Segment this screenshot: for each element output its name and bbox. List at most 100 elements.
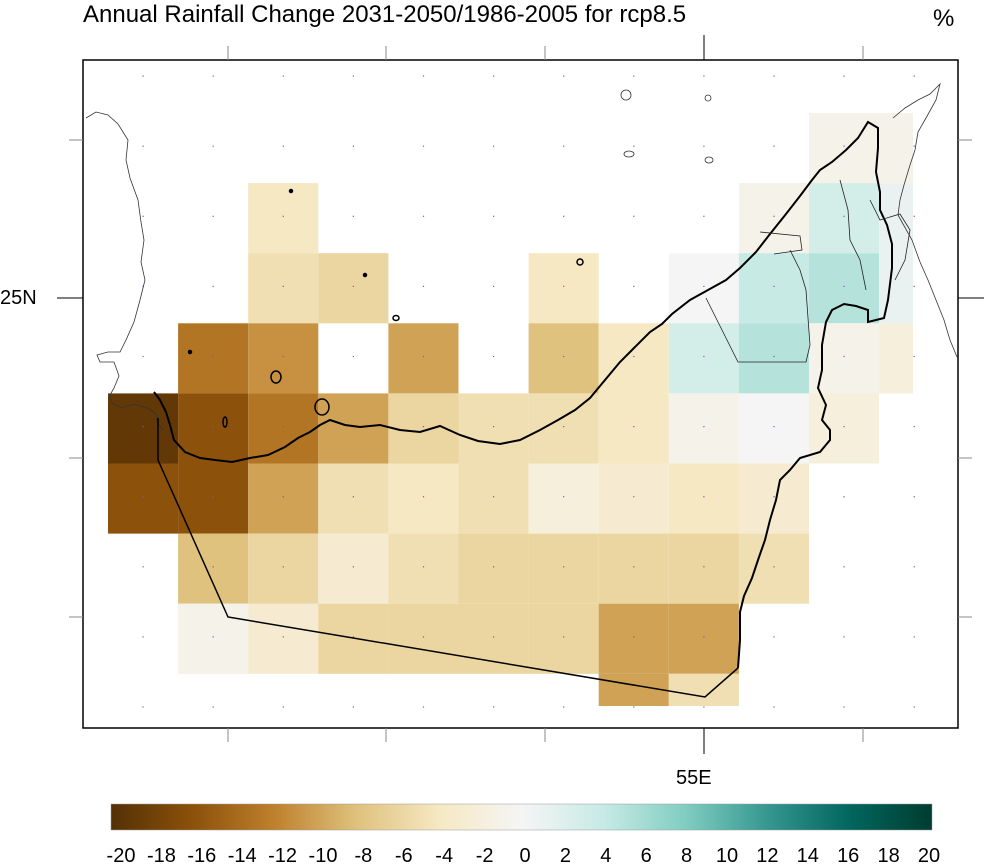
grid-point <box>282 145 284 147</box>
grid-cell <box>738 533 809 604</box>
grid-point <box>422 215 425 217</box>
y-tick-label-25n: 25N <box>0 287 37 309</box>
grid-cell <box>598 603 669 674</box>
grid-point <box>843 636 845 638</box>
grid-point <box>212 636 214 638</box>
grid-point <box>703 566 705 568</box>
grid-point <box>493 285 495 287</box>
grid-point <box>422 145 425 147</box>
grid-cell <box>178 323 249 394</box>
grid-cell <box>598 533 669 604</box>
grid-cell <box>668 603 739 674</box>
grid-cell <box>388 533 459 604</box>
grid-cell <box>318 253 389 324</box>
grid-cell <box>388 463 459 534</box>
grid-point <box>422 426 425 428</box>
grid-cell <box>248 253 319 324</box>
grid-point <box>773 285 775 287</box>
grid-cell <box>178 463 249 534</box>
grid-point <box>493 75 495 77</box>
grid-cell <box>809 323 880 394</box>
islands <box>187 188 584 428</box>
grid-point <box>913 496 915 498</box>
grid-point <box>843 145 845 147</box>
grid-point <box>282 496 284 498</box>
grid-cell <box>738 393 809 464</box>
grid-point <box>773 706 775 708</box>
grid-point <box>633 636 635 638</box>
colorbar-tick-label: 2 <box>559 845 571 867</box>
grid-cell <box>598 463 669 534</box>
grid-point <box>212 285 214 287</box>
grid-point <box>633 496 635 498</box>
grid-point <box>563 145 565 147</box>
grid-point <box>352 215 354 217</box>
grid-point <box>352 496 354 498</box>
grid-point <box>703 426 705 428</box>
grid-point <box>142 355 144 358</box>
grid-cell <box>668 463 739 534</box>
grid-cell <box>738 253 809 324</box>
grid-point <box>493 496 495 498</box>
grid-point <box>422 566 425 568</box>
grid-point <box>703 145 705 147</box>
grid-point <box>212 426 214 428</box>
colorbar-tick-label: -18 <box>146 845 176 867</box>
grid-point <box>773 355 775 358</box>
grid-point <box>422 496 425 498</box>
grid-point <box>212 706 214 708</box>
grid-point <box>913 215 915 217</box>
colorbar-tick-label: 16 <box>837 845 860 867</box>
grid-point <box>352 706 354 708</box>
grid-cell <box>458 603 529 674</box>
grid-cell <box>668 253 739 324</box>
coastline-west <box>85 111 164 431</box>
grid-point <box>142 426 144 428</box>
grid-point <box>352 636 354 638</box>
grid-point <box>773 566 775 568</box>
grid-point <box>282 706 284 708</box>
coastline-oman-east <box>892 82 958 358</box>
grid-point <box>913 285 915 287</box>
grid-point <box>212 566 214 568</box>
grid-point <box>563 426 565 428</box>
grid-cell <box>318 393 389 464</box>
grid-point <box>422 636 425 638</box>
coastline-uae <box>153 120 893 669</box>
grid-point <box>212 215 214 217</box>
grid-point <box>843 285 845 287</box>
grid-point <box>352 285 354 287</box>
country-border <box>157 418 739 698</box>
grid-point <box>703 636 705 638</box>
grid-cell <box>738 323 809 394</box>
grid-point <box>282 75 284 77</box>
grid-cell <box>528 463 599 534</box>
colorbar-tick-label: -16 <box>187 845 217 867</box>
grid-point <box>142 215 144 217</box>
grid-point <box>493 145 495 147</box>
grid-point <box>913 426 915 428</box>
grid-point <box>703 706 705 708</box>
grid-cell <box>248 183 319 254</box>
grid-point <box>563 566 565 568</box>
islands-north <box>620 89 714 164</box>
grid-point <box>142 706 144 708</box>
grid-point <box>773 145 775 147</box>
grid-point <box>703 355 705 358</box>
colorbar-tick-label: 14 <box>796 845 819 867</box>
grid-point <box>282 355 284 358</box>
grid-cell <box>598 393 669 464</box>
colorbar-tick-label: 4 <box>600 845 612 867</box>
grid-point <box>352 75 354 77</box>
grid-cell <box>318 533 389 604</box>
grid-point <box>773 215 775 217</box>
grid-cell <box>248 463 319 534</box>
grid-point <box>913 566 915 568</box>
grid-point <box>282 636 284 638</box>
colorbar-tick-label: 12 <box>756 845 779 867</box>
grid-point <box>422 75 425 77</box>
grid-point <box>563 75 565 77</box>
grid-point <box>212 145 214 147</box>
grid-point <box>493 636 495 638</box>
